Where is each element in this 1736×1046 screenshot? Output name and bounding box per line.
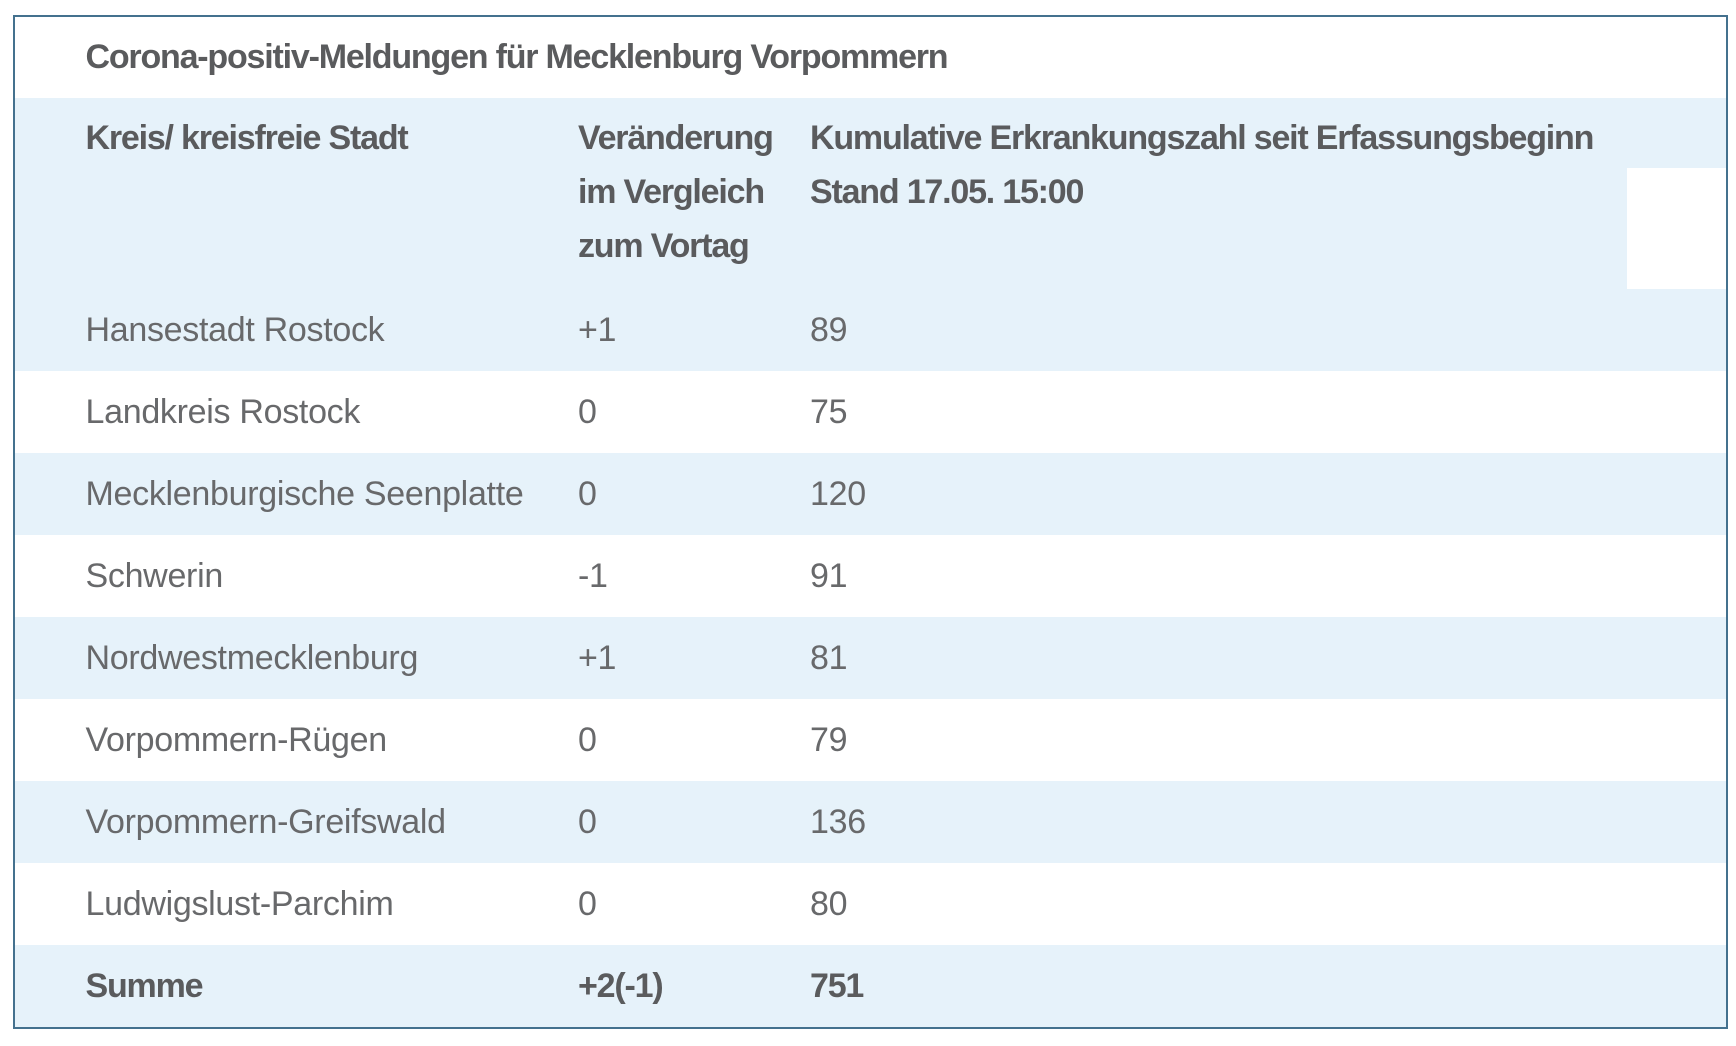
row-cumulative: 136 [810, 802, 866, 841]
row-kreis: Vorpommern-Rügen [85, 720, 388, 759]
row-cumulative: 75 [810, 392, 848, 431]
row-cumulative: 89 [810, 310, 848, 349]
table-row: Vorpommern-Rügen 0 79 [14, 699, 1726, 781]
row-kreis: Landkreis Rostock [85, 392, 361, 431]
row-kreis: Mecklenburgische Seenplatte [85, 474, 524, 513]
row-change: -1 [578, 556, 608, 595]
row-kreis: Vorpommern-Greifswald [85, 802, 447, 841]
row-kreis: Schwerin [85, 556, 224, 595]
row-cumulative: 80 [810, 884, 848, 923]
table-row: Hansestadt Rostock +1 89 [14, 289, 1726, 371]
corona-table: Corona-positiv-Meldungen für Mecklenburg… [12, 15, 1728, 1029]
column-header-veraenderung-text: Veränderung im Vergleich zum Vortag [578, 119, 774, 265]
column-header-kumulativ-line1: Kumulative Erkrankungszahl seit Erfassun… [810, 119, 1594, 157]
column-header-kreis: Kreis/ kreisfreie Stadt [85, 119, 409, 157]
column-header-veraenderung: Veränderung im Vergleich zum Vortag [578, 98, 810, 289]
row-change: +2(-1) [578, 966, 664, 1005]
row-change: +1 [578, 310, 617, 349]
row-kreis: Summe [85, 966, 204, 1005]
column-header-kumulativ-line2: Stand 17.05. 15:00 [810, 173, 1084, 211]
row-change: 0 [578, 884, 597, 923]
table-title: Corona-positiv-Meldungen für Mecklenburg… [85, 38, 949, 76]
row-cumulative: 79 [810, 720, 848, 759]
table-row: Mecklenburgische Seenplatte 0 120 [14, 453, 1726, 535]
table-row: Vorpommern-Greifswald 0 136 [14, 781, 1726, 863]
row-cumulative: 751 [810, 966, 864, 1005]
table-row-summe: Summe +2(-1) 751 [14, 945, 1726, 1027]
row-kreis: Ludwigslust-Parchim [85, 884, 394, 923]
column-header-kumulativ: Kumulative Erkrankungszahl seit Erfassun… [810, 98, 1627, 289]
row-change: 0 [578, 474, 597, 513]
row-cumulative: 120 [810, 474, 866, 513]
table-row: Landkreis Rostock 0 75 [14, 371, 1726, 453]
table-row: Nordwestmecklenburg +1 81 [14, 617, 1726, 699]
header-empty-cell [1627, 98, 1726, 289]
row-change: +1 [578, 638, 617, 677]
table-title-row: Corona-positiv-Meldungen für Mecklenburg… [14, 17, 1726, 98]
row-kreis: Nordwestmecklenburg [85, 638, 419, 677]
table-header-row: Kreis/ kreisfreie Stadt Veränderung im V… [14, 98, 1726, 289]
row-kreis: Hansestadt Rostock [85, 310, 385, 349]
row-cumulative: 81 [810, 638, 848, 677]
row-change: 0 [578, 392, 597, 431]
row-change: 0 [578, 720, 597, 759]
row-change: 0 [578, 802, 597, 841]
table-row: Schwerin -1 91 [14, 535, 1726, 617]
row-cumulative: 91 [810, 556, 848, 595]
table-row: Ludwigslust-Parchim 0 80 [14, 863, 1726, 945]
